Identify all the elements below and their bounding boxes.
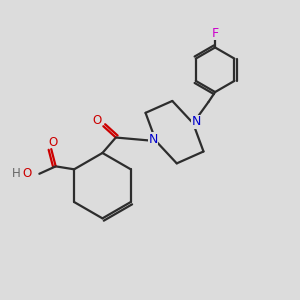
Text: O: O (48, 136, 57, 149)
Text: N: N (148, 133, 158, 146)
Text: O: O (92, 114, 101, 128)
Text: O: O (22, 167, 32, 180)
Text: H: H (12, 167, 21, 180)
Text: N: N (191, 115, 201, 128)
Text: F: F (212, 27, 219, 40)
